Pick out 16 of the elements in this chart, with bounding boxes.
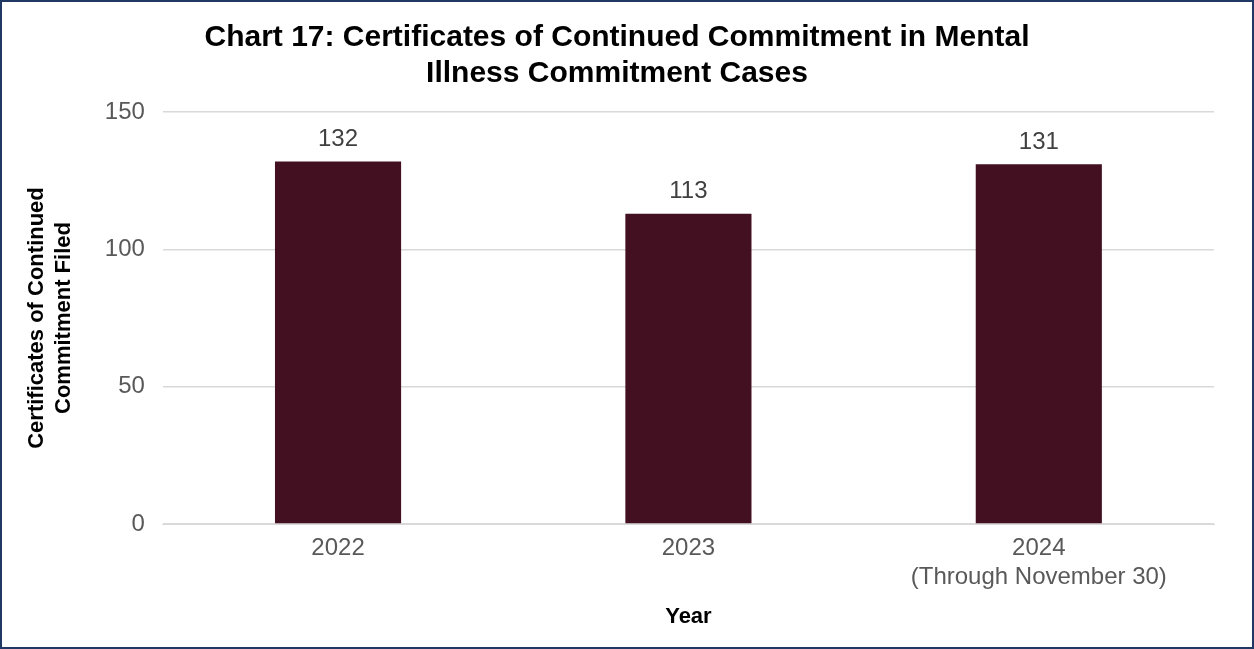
y-tick-label: 0 — [131, 508, 145, 536]
data-label: 131 — [1018, 126, 1059, 154]
x-tick-label: 2024 (Through November 30) — [910, 533, 1167, 589]
y-tick-label: 150 — [104, 96, 145, 124]
x-tick-label: 2022 — [311, 533, 365, 561]
bar — [975, 164, 1102, 524]
bar — [274, 161, 402, 524]
x-tick-label: 2023 — [661, 533, 716, 561]
data-label: 132 — [318, 124, 359, 152]
y-tick-label: 50 — [118, 371, 145, 399]
x-axis-title: Year — [665, 602, 713, 628]
y-tick-label: 100 — [104, 233, 145, 261]
bar — [625, 213, 752, 524]
data-label: 113 — [669, 176, 708, 204]
chart-title: Chart 17: Certificates of Continued Commitment in Mental Illness Commitment Cases — [204, 19, 1030, 89]
y-axis-title: Certificates of Continued Commitment Filed — [23, 187, 75, 449]
